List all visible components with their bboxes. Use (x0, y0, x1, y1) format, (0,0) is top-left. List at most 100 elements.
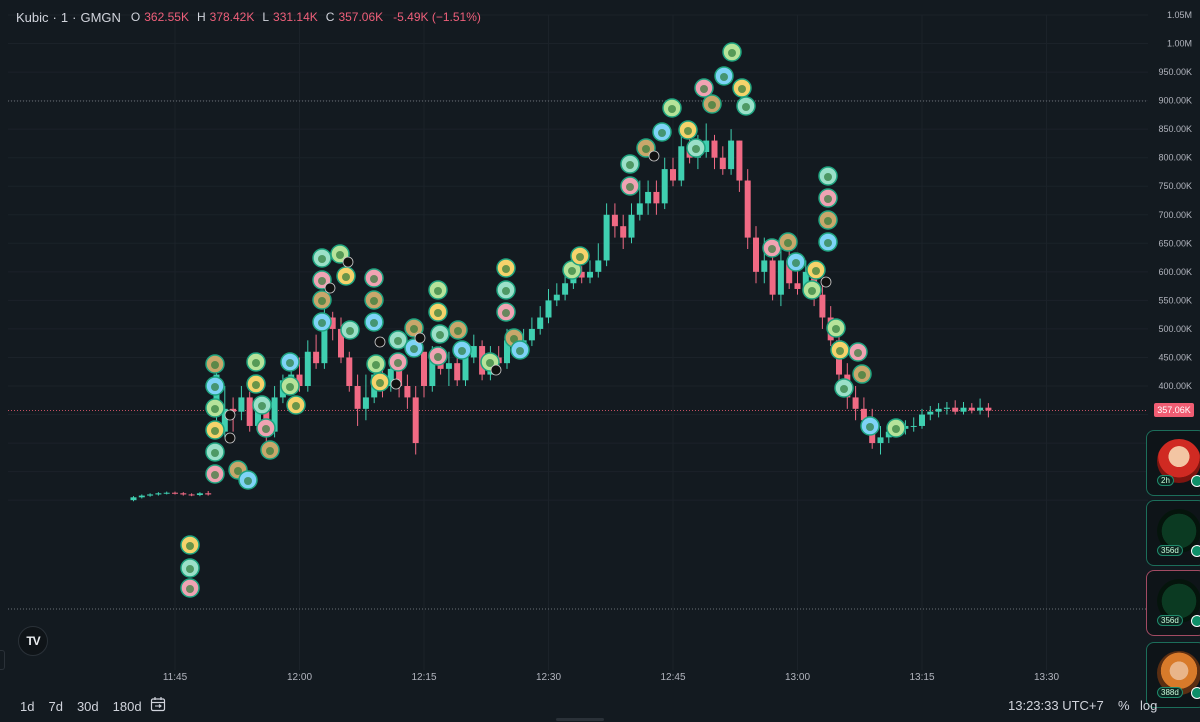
trader-avatar-face (642, 145, 650, 153)
range-30d-button[interactable]: 30d (76, 698, 99, 714)
candle-body (562, 283, 569, 295)
candle-body (753, 237, 759, 272)
candle-body (919, 414, 925, 426)
candle-body (595, 260, 602, 272)
candle-body (553, 294, 560, 301)
tradingview-logo-icon[interactable]: TV (18, 626, 48, 656)
trader-avatar-face (394, 337, 402, 345)
range-1d-button[interactable]: 1d (20, 698, 35, 714)
trader-avatar-face (292, 402, 300, 410)
trader-avatar-face (836, 347, 844, 355)
ohlc-values: O 362.55K H 378.42K L 331.14K C 357.06K (131, 10, 387, 24)
candle-body (304, 351, 311, 386)
candle-body (769, 260, 776, 295)
side-card-1[interactable]: 2h (1146, 430, 1200, 496)
candle-body (246, 397, 253, 426)
header-separator: · (72, 9, 77, 25)
log-toggle[interactable]: log (1140, 698, 1158, 713)
price-axis-label: 1.05M (1167, 10, 1192, 20)
bottom-toolbar: 1d 7d 30d 180d 13:23:33 UTC+7 % log (0, 690, 1200, 722)
time-axis-label: 13:15 (909, 672, 934, 683)
trader-avatar-face (866, 423, 874, 431)
trader-avatar-face (892, 425, 900, 433)
side-card-3[interactable]: 356d (1146, 570, 1200, 636)
time-axis-label: 12:45 (660, 672, 685, 683)
trader-avatar-face (768, 245, 776, 253)
candle-body (147, 494, 154, 496)
exchange-label: GMGN (80, 9, 121, 25)
candle-body (230, 408, 237, 412)
candle-body (138, 495, 145, 498)
candle-body (338, 328, 344, 358)
candle-body (354, 386, 361, 409)
trader-avatar-face (394, 359, 402, 367)
trader-avatar-face (738, 85, 746, 93)
ohlc-high-value: 378.42K (209, 10, 255, 24)
x-badge-icon (342, 256, 354, 268)
x-badge-icon (648, 150, 660, 162)
trader-avatar-face (692, 145, 700, 153)
candle-body (927, 411, 934, 415)
candle-body (504, 340, 510, 364)
price-axis-label: 700.00K (1158, 210, 1192, 220)
candle-body (611, 214, 618, 227)
candle-body (935, 408, 942, 412)
trader-avatar-face (434, 309, 442, 317)
candle-body (943, 407, 950, 409)
candle-body (470, 346, 477, 358)
candle-body (238, 397, 245, 412)
range-7d-button[interactable]: 7d (48, 698, 63, 714)
calendar-icon[interactable] (150, 696, 166, 712)
x-badge-icon (224, 409, 236, 421)
candle-body (877, 437, 884, 444)
trader-avatar-face (211, 361, 219, 369)
candle-body (661, 169, 668, 204)
candle-body (387, 368, 394, 386)
candle-body (313, 351, 320, 364)
price-axis-label: 600.00K (1158, 267, 1192, 277)
candle-body (977, 407, 984, 411)
trader-avatar-face (502, 287, 510, 295)
trader-avatar-face (318, 297, 326, 305)
trader-avatar-face (211, 405, 219, 413)
candle-body (819, 294, 826, 318)
candle-body (728, 140, 735, 170)
x-badge-icon (390, 378, 402, 390)
scroll-thumb[interactable] (556, 718, 604, 721)
trader-avatar-face (708, 101, 716, 109)
side-card-2[interactable]: 356d (1146, 500, 1200, 566)
trader-avatar-face (234, 467, 242, 475)
candle-body (968, 407, 975, 411)
candle-body (271, 397, 278, 432)
time-axis-label: 12:00 (287, 672, 312, 683)
trader-avatar-face (824, 239, 832, 247)
price-axis-label: 850.00K (1158, 124, 1192, 134)
trader-avatar-face (186, 565, 194, 573)
percent-toggle[interactable]: % (1118, 698, 1130, 713)
candle-body (578, 271, 585, 278)
panel-toggle-handle[interactable] (0, 650, 5, 670)
trader-avatar-face (318, 277, 326, 285)
candle-body (952, 407, 959, 412)
clock-timezone[interactable]: 13:23:33 UTC+7 (1008, 698, 1104, 713)
candle-body (429, 351, 436, 386)
candle-body (653, 191, 660, 204)
time-axis-label: 13:30 (1034, 672, 1059, 683)
trader-avatar-face (626, 183, 634, 191)
price-axis-label: 1.00M (1167, 39, 1192, 49)
interval-label[interactable]: 1 (60, 9, 69, 25)
trader-avatar-face (824, 173, 832, 181)
range-180d-button[interactable]: 180d (112, 698, 142, 714)
candle-body (794, 283, 801, 289)
symbol-title[interactable]: Kubic (16, 9, 49, 25)
trader-avatar-face (370, 297, 378, 305)
candle-body (960, 407, 967, 412)
trader-avatar-face (372, 361, 380, 369)
trader-avatar-face (434, 353, 442, 361)
price-change: -5.49K (−1.51%) (393, 10, 481, 24)
trader-avatar-face (824, 217, 832, 225)
candle-body (404, 386, 411, 398)
side-card-4[interactable]: 388d (1146, 642, 1200, 708)
candle-body (985, 407, 992, 411)
